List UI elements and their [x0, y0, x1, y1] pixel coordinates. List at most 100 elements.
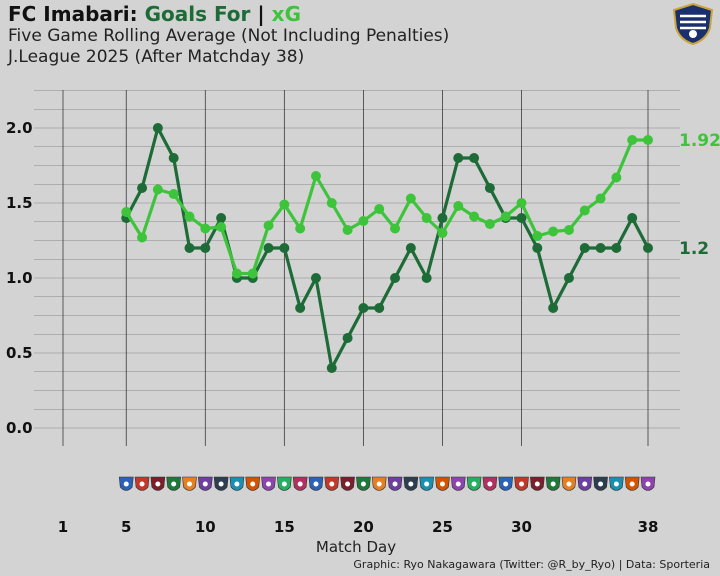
data-point — [595, 193, 606, 204]
data-point — [152, 184, 163, 195]
crest-dot — [439, 481, 445, 487]
data-point — [405, 243, 416, 253]
opponent-crest-icon — [561, 476, 577, 491]
data-point — [200, 223, 211, 234]
opponent-crest-icon — [482, 476, 498, 491]
x-tick-label: 20 — [353, 518, 374, 536]
crest-dot — [345, 481, 351, 487]
data-point — [437, 228, 448, 238]
data-point — [532, 243, 543, 253]
chart-title: FC Imabari: Goals For | xG — [8, 2, 449, 26]
data-point — [390, 223, 401, 234]
data-point — [595, 243, 606, 253]
data-point — [326, 363, 337, 373]
opponent-crest-icon — [545, 476, 561, 491]
data-point — [326, 198, 337, 208]
crest-dot — [582, 481, 588, 487]
crest-dot — [218, 481, 224, 487]
x-tick-label: 38 — [638, 518, 659, 536]
opponent-crest-icon — [213, 476, 229, 491]
opponent-crest-icon — [308, 476, 324, 491]
y-tick-label: 0.0 — [6, 419, 33, 437]
data-point — [342, 333, 353, 343]
crest-dot — [519, 481, 525, 487]
data-point — [405, 193, 416, 204]
title-goals-for: Goals For — [144, 2, 251, 26]
data-point — [453, 153, 464, 163]
opponent-crest-icon — [371, 476, 387, 491]
crest-dot — [155, 481, 161, 487]
series-end-label: 1.2 — [679, 239, 709, 259]
crest-dot — [503, 481, 509, 487]
opponent-crest-icon — [435, 476, 450, 491]
data-point — [168, 153, 179, 163]
opponent-crest-icon — [277, 476, 292, 491]
data-point — [374, 204, 385, 214]
data-point — [579, 243, 590, 253]
data-point — [500, 211, 511, 222]
crest-dot — [455, 481, 461, 487]
opponent-crest-icon — [624, 476, 640, 491]
data-point — [516, 198, 527, 208]
data-point — [437, 213, 448, 223]
opponent-crest-icon — [292, 476, 308, 491]
data-point — [611, 172, 622, 183]
data-point — [121, 207, 132, 217]
data-point — [358, 303, 369, 313]
opponent-crest-icon — [403, 476, 419, 491]
opponent-crest-icon — [450, 476, 466, 491]
crest-dot — [202, 481, 208, 487]
credit-text: Graphic: Ryo Nakagawara (Twitter: @R_by_… — [353, 558, 710, 571]
data-point — [421, 213, 432, 223]
opponent-crest-icon — [466, 476, 482, 491]
opponent-crest-icon — [640, 476, 656, 491]
opponent-crest-icon — [324, 476, 340, 491]
y-tick-label: 2.0 — [6, 119, 33, 137]
title-divider: | — [257, 2, 265, 26]
data-point — [342, 225, 353, 235]
crest-dot — [281, 481, 287, 487]
data-point — [611, 243, 622, 253]
opponent-crest-icon — [134, 476, 150, 491]
data-point — [184, 243, 195, 253]
opponent-crest-icon — [498, 476, 514, 491]
x-axis-label: Match Day — [315, 538, 397, 556]
data-point — [216, 222, 227, 232]
data-point — [643, 135, 653, 145]
data-point — [295, 223, 306, 234]
data-point — [484, 219, 495, 229]
opponent-crest-icon — [118, 476, 134, 491]
crest-dot — [123, 481, 129, 487]
data-point — [231, 268, 242, 279]
data-point — [216, 213, 227, 223]
subtitle-season: J.League 2025 (After Matchday 38) — [8, 47, 305, 67]
data-point — [532, 231, 543, 241]
crest-dot — [376, 481, 382, 487]
data-point — [310, 273, 321, 283]
data-point — [421, 273, 432, 283]
y-tick-label: 1.5 — [6, 194, 33, 212]
data-point — [137, 232, 148, 243]
data-point — [247, 268, 258, 279]
x-tick-label: 5 — [121, 518, 131, 536]
data-point — [374, 303, 385, 313]
title-xg: xG — [271, 2, 301, 26]
data-point — [168, 189, 179, 199]
data-point — [152, 123, 163, 133]
data-point — [390, 273, 401, 283]
crest-dot — [266, 481, 272, 487]
opponent-crest-icon — [182, 476, 197, 491]
crest-dot — [234, 481, 240, 487]
data-point — [263, 243, 274, 253]
title-block: FC Imabari: Goals For | xG Five Game Rol… — [8, 2, 449, 68]
data-point — [627, 135, 638, 145]
opponent-crest-icon — [197, 476, 213, 491]
y-tick-label: 1.0 — [6, 269, 33, 287]
crest-dot — [171, 481, 177, 487]
crest-dot — [408, 481, 414, 487]
data-point — [279, 199, 290, 210]
x-tick-label: 10 — [195, 518, 216, 536]
crest-dot — [566, 481, 572, 487]
crest-dot — [392, 481, 398, 487]
subtitle-rolling: Five Game Rolling Average (Not Including… — [8, 26, 450, 46]
